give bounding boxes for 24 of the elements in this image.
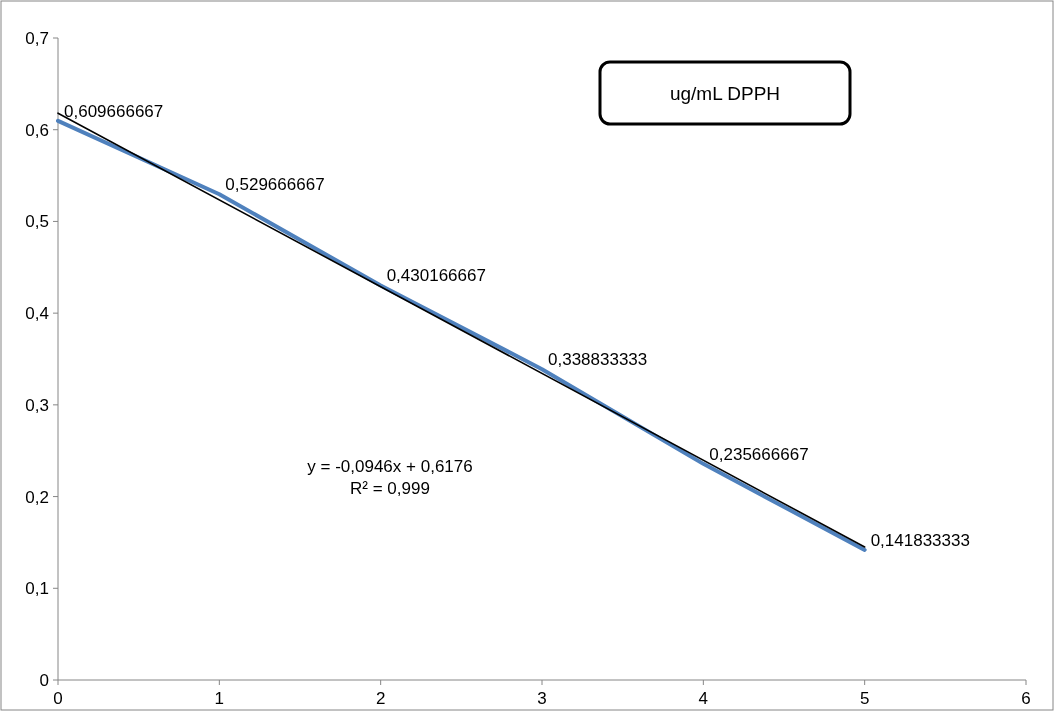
annotation: R² = 0,999: [350, 479, 430, 498]
data-label: 0,338833333: [548, 350, 648, 370]
y-tick-label: 0,1: [25, 579, 49, 599]
text: ug/mL DPPH: [669, 82, 781, 104]
x-tick-label: 6: [1021, 689, 1031, 708]
data-label: 0,529666667: [225, 175, 325, 195]
x-tick-label: 3: [537, 689, 547, 708]
y-tick-label: 0: [39, 670, 49, 690]
data-label: 0,609666667: [64, 101, 164, 121]
x-tick-label: 0: [53, 689, 63, 708]
x-tick-label: 4: [698, 689, 709, 708]
y-tick-label: 0,7: [25, 28, 49, 48]
y-tick-label: 0,2: [25, 487, 49, 507]
y-tick-label: 0,6: [25, 120, 49, 140]
data-label: 0,141833333: [870, 530, 970, 550]
y-tick-label: 0,5: [25, 212, 49, 232]
data-label: 0,430166667: [386, 266, 486, 286]
x-tick-label: 1: [214, 689, 225, 708]
x-tick-label: 5: [859, 689, 870, 708]
y-tick-label: 0,3: [25, 395, 49, 415]
data-label: 0,235666667: [709, 444, 809, 464]
y-tick-label: 0,4: [25, 304, 49, 324]
annotation: y = -0,0946x + 0,6176: [307, 457, 473, 476]
x-tick-label: 2: [375, 689, 386, 708]
